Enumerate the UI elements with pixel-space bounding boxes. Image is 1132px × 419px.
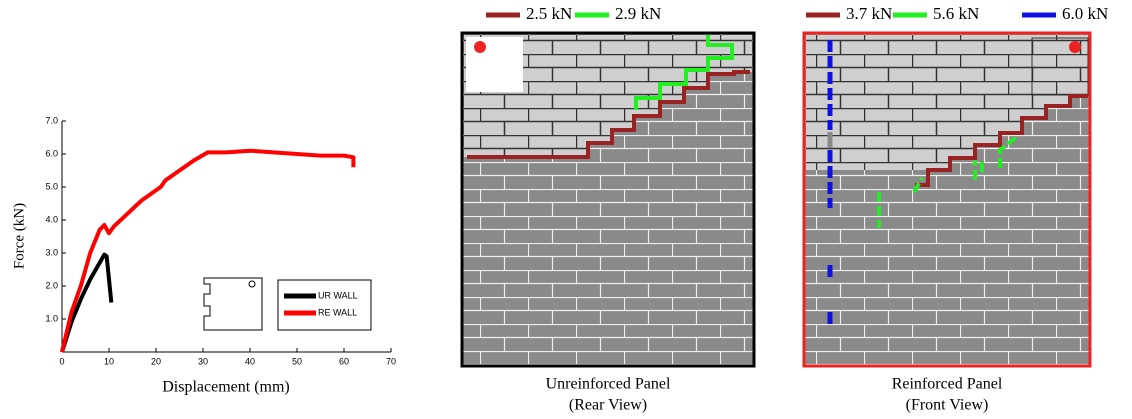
unreinforced-panel: [462, 33, 754, 366]
x-tick-label: 30: [198, 356, 208, 366]
panel-caption: Unreinforced Panel: [546, 376, 671, 393]
y-tick-label: 4.0: [45, 214, 58, 224]
panel-caption: (Rear View): [569, 397, 647, 414]
x-axis-label: Displacement (mm): [162, 379, 290, 396]
legend-label: 3.7 kN: [846, 4, 892, 23]
y-tick-label: 6.0: [45, 148, 58, 158]
y-tick-label: 3.0: [45, 247, 58, 257]
x-tick-label: 50: [292, 356, 302, 366]
legend-label: 6.0 kN: [1062, 4, 1108, 23]
legend-box: [278, 280, 371, 330]
panel-caption: Reinforced Panel: [892, 376, 1003, 393]
x-tick-label: 40: [245, 356, 255, 366]
y-tick-label: 2.0: [45, 280, 58, 290]
x-tick-label: 70: [386, 356, 396, 366]
y-tick-label: 5.0: [45, 181, 58, 191]
y-axis-label: Force (kN): [11, 203, 27, 269]
reinforced-panel: [804, 33, 1090, 366]
legend-label: 2.9 kN: [615, 4, 661, 23]
x-tick-label: 0: [59, 356, 64, 366]
legend-label: RE WALL: [318, 307, 357, 317]
y-tick-label: 7.0: [45, 115, 58, 125]
y-tick-label: 1.0: [45, 313, 58, 323]
legend-label: 5.6 kN: [933, 4, 979, 23]
chart: Force (kN) Displacement (mm): [11, 121, 391, 396]
x-tick-label: 10: [104, 356, 114, 366]
panel-caption: (Front View): [906, 397, 989, 414]
legend-label: 2.5 kN: [526, 4, 572, 23]
legend-label: UR WALL: [318, 290, 358, 300]
x-tick-label: 20: [151, 356, 161, 366]
x-tick-label: 60: [339, 356, 349, 366]
figure: Force (kN) Displacement (mm) 0 10 20 30 40 50…: [0, 0, 1132, 419]
inset-icon: [204, 278, 262, 330]
